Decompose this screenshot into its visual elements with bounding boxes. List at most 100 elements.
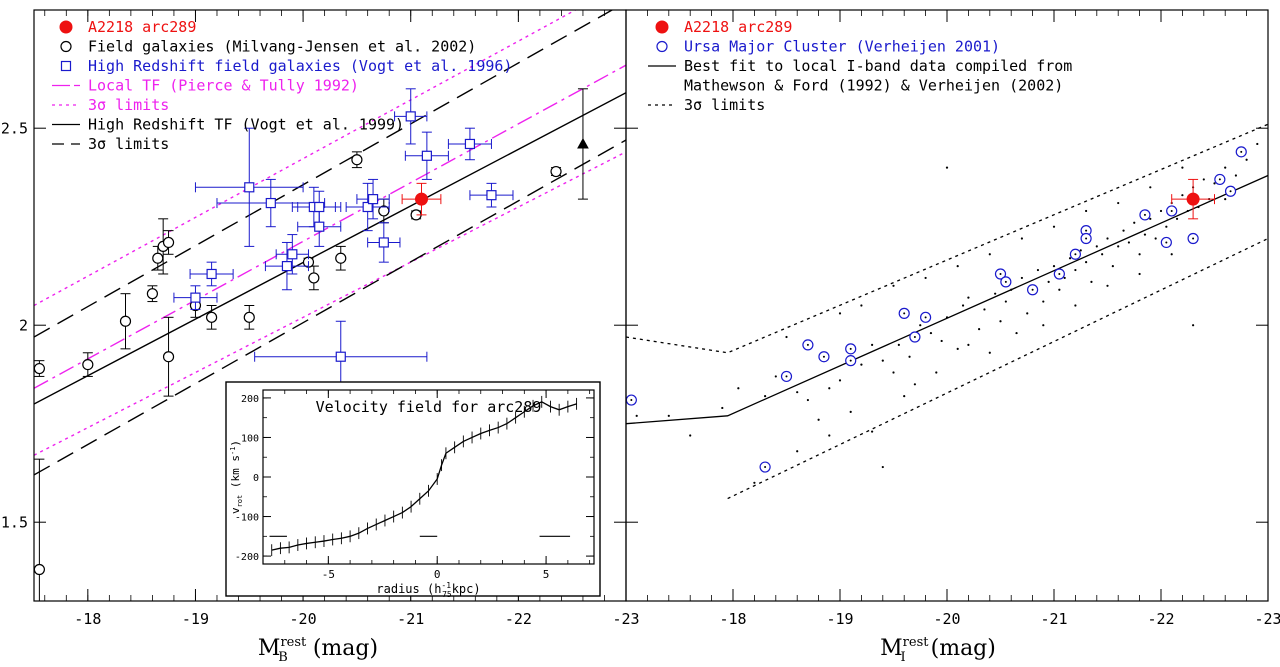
left-point-field (82, 359, 94, 371)
left-point-hiz (378, 237, 389, 248)
right-background-dot (1020, 276, 1024, 280)
right-background-dot (1170, 253, 1173, 256)
legend-label-hiztf: High Redshift TF (Vogt et al. 1999) (88, 116, 404, 134)
right-background-dot (1026, 312, 1029, 315)
left-point-field (162, 236, 175, 249)
right-background-dot (1085, 209, 1088, 213)
right-background-dot (1068, 257, 1072, 260)
right-background-dot (737, 387, 740, 390)
left-point-field (243, 311, 255, 323)
left-relation-line-3 (34, 92, 626, 405)
left-point-hiz (265, 197, 276, 209)
right-point-center-dot (1165, 241, 1168, 244)
left-xtick-label: -20 (290, 610, 317, 628)
right-xtick-label: -22 (1147, 610, 1174, 628)
right-background-dot (1202, 178, 1205, 181)
left-point-hiz (206, 268, 217, 280)
inset-y-axis-title-main: v (229, 507, 242, 514)
right-background-dot (1213, 182, 1216, 185)
left-point-hiz (244, 182, 255, 193)
left-point-field (206, 311, 218, 323)
right-point-center-dot (630, 399, 633, 402)
inset-y-axis-title-end: ) (229, 440, 242, 447)
right-background-dot (1138, 253, 1141, 256)
right-background-dot (983, 308, 986, 311)
right-point-center-dot (1218, 178, 1221, 181)
inset-y-axis-title-tail: (km s (229, 455, 242, 495)
right-background-dot (828, 434, 831, 437)
legend-label-fit2: Mathewson & Ford (1992) & Verheijen (200… (684, 77, 1063, 95)
right-background-dot (785, 335, 788, 339)
legend-label-localtf3: 3σ limits (88, 96, 169, 114)
right-background-dot (1085, 261, 1088, 264)
legend-label-localtf: Local TF (Pierce & Tully 1992) (88, 77, 359, 95)
right-background-dot (817, 418, 820, 421)
left-point-hiz (287, 249, 298, 260)
left-point-hiz (367, 194, 379, 205)
right-point-center-dot (903, 312, 906, 315)
inset-ytick-label: 200 (241, 394, 259, 405)
right-background-dot (1122, 229, 1125, 232)
right-background-dot (929, 331, 933, 335)
right-background-dot (667, 414, 670, 417)
right-background-dot (1159, 209, 1163, 213)
right-background-dot (1143, 233, 1147, 236)
inset-y-axis-title: vrot (km s-1) (229, 440, 244, 514)
right-background-dot (1117, 245, 1120, 248)
x-axis-title-main: M (880, 636, 903, 661)
right-background-dot (994, 292, 997, 295)
right-background-dot (774, 375, 777, 378)
right-background-dot (956, 265, 959, 268)
right-xtick-label: -21 (1040, 610, 1067, 628)
left-xtick-label: -21 (397, 610, 424, 628)
inset-x-axis-title-tail: kpc) (452, 582, 481, 596)
inset-plot-area (269, 395, 578, 557)
right-background-dot (1042, 324, 1045, 327)
right-background-dot (1111, 265, 1114, 268)
right-background-dot (1042, 300, 1045, 303)
right-background-dot (1079, 249, 1082, 252)
right-background-dot (721, 406, 724, 410)
right-background-dot (796, 391, 799, 394)
right-background-dot (1149, 217, 1152, 220)
left-plot-area (34, 10, 626, 601)
left-relation-line-1 (34, 10, 577, 307)
right-background-dot (897, 343, 900, 346)
right-background-dot (892, 371, 895, 374)
legend-marker-arc (655, 20, 669, 34)
legend-marker-field (60, 40, 72, 53)
right-background-dot (908, 355, 911, 358)
left-point-hiz (486, 190, 497, 201)
right-background-dot (903, 395, 906, 398)
left-xtick-label: -18 (74, 610, 101, 628)
right-point-center-dot (1004, 280, 1007, 283)
x-axis-title-sub: I (900, 650, 905, 665)
left-point-hiz (281, 261, 293, 272)
left-point-field (34, 563, 45, 576)
right-xtick-label: -23 (1254, 610, 1280, 628)
right-background-dot (1015, 331, 1018, 335)
left-xtick-label: -22 (505, 610, 532, 628)
left-point-hiz (335, 351, 346, 362)
x-axis-title-tail: (mag) (924, 636, 996, 661)
right-background-dot (1020, 237, 1024, 240)
right-background-dot (999, 320, 1002, 323)
right-background-dot (1101, 253, 1104, 256)
left-xtick-label: -23 (612, 610, 639, 628)
legend-label-lim: 3σ limits (684, 96, 765, 114)
legend-label-hiztf3: 3σ limits (88, 135, 169, 153)
right-background-dot (1052, 265, 1056, 268)
right-background-dot (1149, 186, 1152, 189)
legend-marker-arc (59, 20, 73, 34)
x-axis-title: Mrest B (mag) (258, 635, 378, 665)
right-background-dot (1052, 225, 1056, 228)
left-relation-line-2 (34, 151, 626, 456)
right-background-dot (978, 328, 981, 331)
right-background-dot (935, 371, 938, 374)
right-background-dot (1138, 272, 1141, 276)
right-point-arc (1186, 192, 1200, 206)
right-point-center-dot (1085, 229, 1088, 232)
right-point-center-dot (999, 272, 1002, 275)
left-point-hiz (421, 150, 432, 161)
left-ytick-label: 2 (19, 317, 28, 335)
